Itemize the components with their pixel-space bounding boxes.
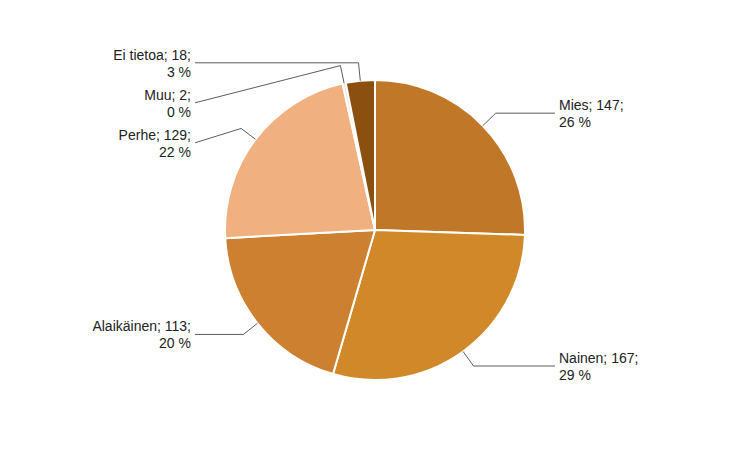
leader-line xyxy=(195,128,256,142)
data-label: Muu; 2; xyxy=(144,87,191,103)
chart-svg: MiesNainenAlaikäinenPerheMuuEi tietoaEi … xyxy=(0,0,750,450)
leader-line xyxy=(195,323,258,334)
wedges: MiesNainenAlaikäinenPerheMuuEi tietoa xyxy=(225,80,525,380)
percent-label: 0 % xyxy=(167,104,191,120)
pie-slice: Alaikäinen xyxy=(225,230,375,374)
data-label: Perhe; 129; xyxy=(119,127,191,143)
percent-label: 20 % xyxy=(159,335,191,351)
percent-label: 22 % xyxy=(159,144,191,160)
chart-container: MiesNainenAlaikäinenPerheMuuEi tietoaEi … xyxy=(0,0,750,450)
percent-label: 29 % xyxy=(559,367,591,383)
pie-slice: Ei tietoa xyxy=(346,80,375,230)
leader-line xyxy=(195,63,360,81)
percent-label: 3 % xyxy=(167,64,191,80)
percent-label: 26 % xyxy=(559,114,591,130)
leader-line xyxy=(463,351,555,366)
data-label: Nainen; 167; xyxy=(559,350,638,366)
pie-slice: Mies xyxy=(375,80,525,235)
data-label: Alaikäinen; 113; xyxy=(92,318,191,334)
data-labels: Ei tietoa; 18;3 % Muu; 2;0 % Perhe; 129;22… xyxy=(92,47,638,383)
leader-line xyxy=(195,66,344,103)
leader-line xyxy=(483,113,555,126)
leader-lines xyxy=(195,63,555,366)
data-label: Mies; 147; xyxy=(559,97,624,113)
data-label: Ei tietoa; 18; xyxy=(113,47,191,63)
